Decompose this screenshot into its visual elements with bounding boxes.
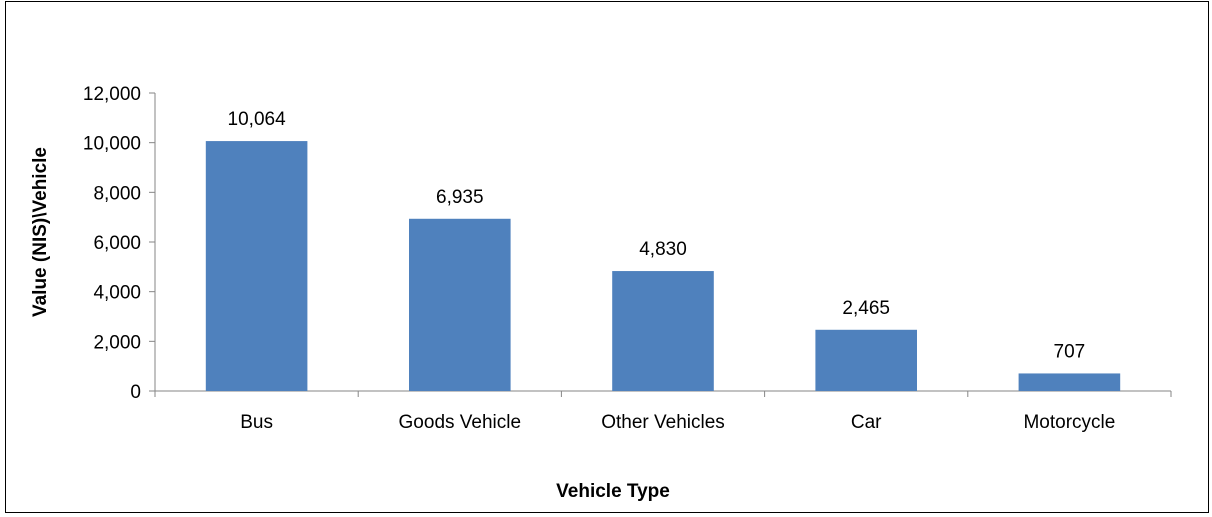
data-label: 707 — [1054, 341, 1086, 362]
chart-frame: 0 2,000 4,000 6,000 8,000 10,000 12,000 10,064 B… — [5, 1, 1209, 513]
y-tick-label: 12,000 — [83, 84, 141, 105]
bar-chart: 0 2,000 4,000 6,000 8,000 10,000 12,000 10,064 B… — [30, 84, 1172, 502]
bar-motorcycle — [1018, 373, 1121, 391]
y-tick-label: 10,000 — [83, 134, 141, 155]
bar-car — [815, 329, 917, 391]
data-label: 6,935 — [436, 187, 484, 208]
data-label: 10,064 — [228, 109, 287, 130]
data-label: 4,830 — [639, 239, 687, 260]
y-tick-label: 6,000 — [93, 233, 141, 254]
bar-other-vehicles — [612, 271, 714, 391]
plot-area: 0 2,000 4,000 6,000 8,000 10,000 12,000 10,064 B… — [83, 84, 1172, 433]
bar-goods-vehicle — [409, 218, 511, 391]
y-tick-label: 8,000 — [93, 183, 141, 204]
x-axis-title: Vehicle Type — [556, 481, 670, 502]
x-tick-label: Motorcycle — [1023, 412, 1115, 433]
y-tick-label: 4,000 — [93, 283, 141, 304]
y-tick-label: 0 — [130, 382, 141, 403]
x-tick-label: Goods Vehicle — [399, 412, 522, 433]
x-tick-label: Other Vehicles — [601, 412, 725, 433]
x-tick-label: Bus — [240, 412, 273, 433]
bar-bus — [205, 141, 308, 391]
data-label: 2,465 — [842, 298, 890, 319]
x-tick-label: Car — [851, 412, 882, 433]
y-axis-title: Value (NIS)\Vehicle — [30, 147, 51, 317]
y-tick-label: 2,000 — [93, 332, 141, 353]
